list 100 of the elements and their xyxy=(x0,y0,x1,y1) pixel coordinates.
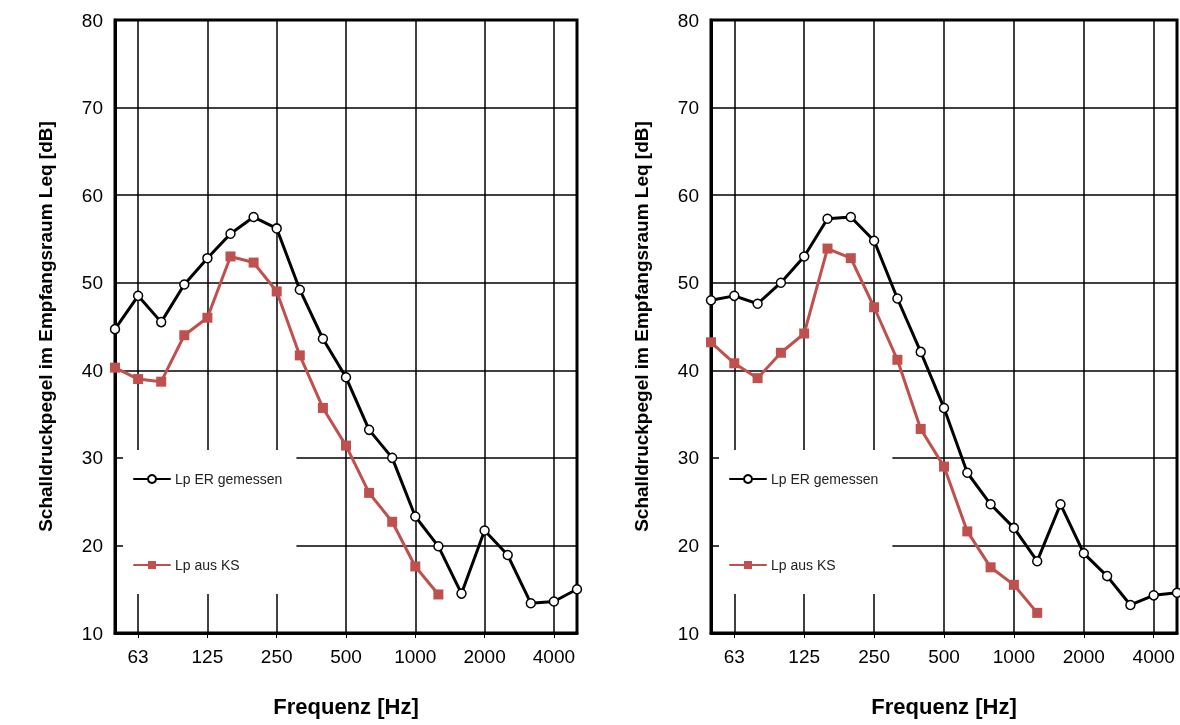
point xyxy=(1148,590,1159,601)
point xyxy=(1125,599,1136,611)
point xyxy=(479,525,490,536)
point xyxy=(775,347,786,358)
point xyxy=(317,402,328,413)
y-tick-label: 50 xyxy=(81,272,103,294)
x-axis-title: Frequenz [Hz] xyxy=(273,693,419,719)
point xyxy=(548,596,560,607)
x-tick-label: 500 xyxy=(928,646,960,667)
point xyxy=(571,583,583,595)
point xyxy=(938,402,950,414)
point xyxy=(729,358,740,369)
y-axis-title: Schalldruckpegel im Empfangsraum Leq [dB] xyxy=(631,121,652,532)
y-tick-label: 50 xyxy=(677,272,699,294)
x-tick-label: 4000 xyxy=(1132,646,1175,667)
point xyxy=(248,211,259,223)
y-axis-title: Schalldruckpegel im Empfangsraum Leq [dB] xyxy=(35,121,56,532)
x-tick-label: 2000 xyxy=(1062,646,1105,667)
x-tick-label: 63 xyxy=(127,646,149,667)
point xyxy=(502,549,513,561)
point xyxy=(798,251,810,262)
y-tick-label: 20 xyxy=(81,534,103,556)
point xyxy=(915,346,926,358)
point xyxy=(1031,555,1043,567)
legend-label: Lp ER gemessen xyxy=(175,471,283,487)
point xyxy=(456,588,467,599)
y-tick-label: 40 xyxy=(81,359,103,381)
point xyxy=(1078,548,1090,559)
point xyxy=(985,562,996,573)
point xyxy=(225,251,236,262)
point xyxy=(1008,522,1020,534)
point xyxy=(364,487,375,498)
y-tick-label: 80 xyxy=(677,9,699,31)
point xyxy=(915,423,926,434)
point xyxy=(294,350,305,361)
point xyxy=(869,302,880,313)
point xyxy=(706,337,716,348)
point xyxy=(248,257,259,268)
point xyxy=(155,316,167,328)
legend-label: Lp aus KS xyxy=(175,557,240,573)
x-tick-label: 125 xyxy=(191,646,224,667)
point xyxy=(962,526,973,537)
point xyxy=(799,328,810,339)
point xyxy=(363,424,375,436)
point xyxy=(775,277,787,288)
point xyxy=(410,511,421,522)
point xyxy=(387,516,398,527)
point xyxy=(1008,579,1019,590)
point xyxy=(271,223,282,234)
point xyxy=(729,290,740,302)
x-tick-label: 125 xyxy=(788,646,821,667)
point xyxy=(1055,499,1066,510)
point xyxy=(1101,570,1113,582)
point xyxy=(179,330,190,341)
point xyxy=(939,461,949,472)
point xyxy=(341,440,351,451)
point xyxy=(822,213,833,225)
x-tick-label: 500 xyxy=(330,646,362,667)
point xyxy=(845,253,856,264)
point xyxy=(294,284,306,295)
point xyxy=(752,373,763,384)
point xyxy=(845,211,857,223)
point xyxy=(892,293,903,304)
y-tick-label: 40 xyxy=(677,359,699,381)
y-tick-label: 30 xyxy=(677,447,699,469)
point xyxy=(892,354,903,365)
point xyxy=(985,499,996,510)
x-axis-title: Frequenz [Hz] xyxy=(871,693,1017,719)
point xyxy=(962,467,973,478)
point xyxy=(132,290,144,302)
point xyxy=(433,589,444,600)
point xyxy=(110,362,120,373)
x-tick-label: 2000 xyxy=(463,646,506,667)
point xyxy=(133,374,144,385)
point xyxy=(202,252,213,264)
y-tick-label: 10 xyxy=(81,622,103,644)
x-tick-label: 250 xyxy=(858,646,890,667)
x-tick-label: 1000 xyxy=(992,646,1036,667)
y-tick-label: 20 xyxy=(677,534,699,556)
x-tick-label: 4000 xyxy=(532,646,576,667)
point xyxy=(340,372,352,383)
y-tick-label: 70 xyxy=(677,97,699,119)
legend-label: Lp aus KS xyxy=(771,557,836,573)
point xyxy=(109,323,121,335)
point xyxy=(271,286,282,297)
point xyxy=(202,312,213,323)
y-tick-label: 60 xyxy=(677,184,699,206)
y-tick-label: 10 xyxy=(677,622,699,644)
point xyxy=(868,235,880,246)
y-tick-label: 70 xyxy=(81,97,103,119)
y-tick-label: 60 xyxy=(81,184,103,206)
point xyxy=(156,376,167,387)
y-tick-label: 30 xyxy=(81,447,103,469)
point xyxy=(1032,607,1043,618)
point xyxy=(822,243,833,254)
x-tick-label: 1000 xyxy=(394,646,437,667)
point xyxy=(179,279,190,290)
legend-label: Lp ER gemessen xyxy=(771,471,879,487)
point xyxy=(705,294,717,306)
x-tick-label: 250 xyxy=(260,646,293,667)
